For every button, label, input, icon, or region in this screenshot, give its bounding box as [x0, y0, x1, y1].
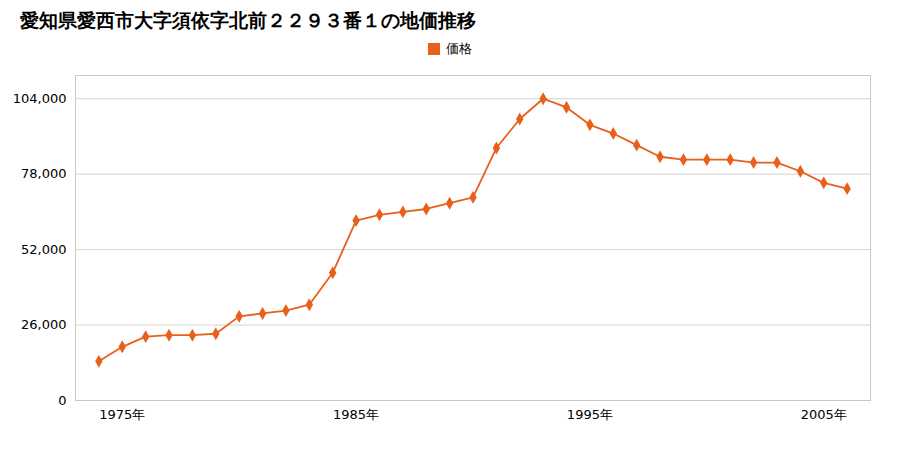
svg-text:26,000: 26,000: [21, 317, 67, 332]
html-text:愛知県愛西市大字須依字北前２２９３番１の地価推移: 愛知県愛西市大字須依字北前２２９３番１の地価推移: [20, 9, 476, 31]
svg-text:104,000: 104,000: [13, 91, 67, 106]
svg-text:78,000: 78,000: [21, 166, 67, 181]
svg-text:52,000: 52,000: [21, 242, 67, 257]
svg-text:1985年: 1985年: [333, 407, 379, 422]
svg-text:1995年: 1995年: [567, 407, 613, 422]
html-text:価格: 価格: [446, 41, 472, 56]
svg-text:0: 0: [58, 393, 66, 408]
svg-text:1975年: 1975年: [99, 407, 145, 422]
svg-text:2005年: 2005年: [801, 407, 847, 422]
